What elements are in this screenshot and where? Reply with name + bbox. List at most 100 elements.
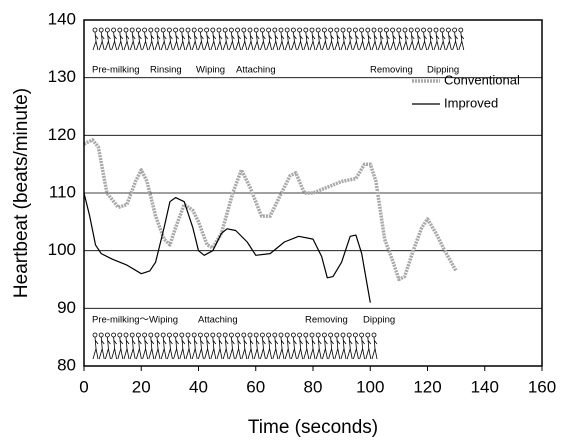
stick-figure (154, 27, 161, 51)
figure-body (241, 31, 248, 51)
stick-figure (390, 27, 396, 51)
stick-figure (117, 27, 124, 51)
figure-body (105, 31, 111, 51)
stick-figure (235, 332, 241, 360)
figure-body (241, 336, 248, 360)
stick-figure (321, 27, 328, 51)
stick-figure (371, 27, 378, 51)
y-tick-label: 80 (57, 355, 76, 374)
figure-body (229, 31, 235, 51)
stick-figure (284, 27, 291, 51)
figure-body (142, 336, 148, 360)
figure-body (154, 336, 161, 360)
stick-figure (117, 332, 124, 360)
stick-figure (359, 332, 365, 360)
figure-body (148, 336, 155, 360)
phase-label: Removing (305, 315, 348, 326)
stick-figure (148, 332, 155, 360)
figure-body (297, 31, 303, 51)
stick-figure (185, 27, 192, 51)
figure-body (303, 31, 310, 51)
stick-figure (340, 332, 347, 360)
figure-body (235, 31, 241, 51)
figure-body (185, 336, 192, 360)
stick-figure (377, 27, 384, 51)
figure-body (142, 31, 148, 51)
figure-body (111, 31, 117, 51)
stick-figure (303, 27, 310, 51)
x-tick-label: 20 (132, 377, 151, 396)
legend-label: Conventional (444, 72, 520, 87)
stick-figure (197, 27, 204, 51)
figure-body (297, 336, 303, 360)
figure-body (260, 336, 266, 360)
figure-body (229, 336, 235, 360)
figure-body (328, 336, 334, 360)
figure-body (396, 31, 403, 51)
figure-body (253, 336, 260, 360)
stick-figure (272, 332, 279, 360)
figure-body (235, 336, 241, 360)
stick-figure (297, 27, 303, 51)
stick-figure (383, 27, 390, 51)
figure-body (309, 336, 316, 360)
stick-figure (334, 27, 341, 51)
figure-body (136, 336, 142, 360)
stick-figure (235, 27, 241, 51)
stick-figure (105, 332, 111, 360)
figure-body (408, 31, 415, 51)
stick-figure (135, 332, 142, 360)
stick-figure (185, 332, 192, 360)
stick-figure (334, 332, 341, 360)
stick-figure (452, 27, 458, 51)
figure-body (123, 31, 130, 51)
figure-body (179, 336, 186, 360)
stick-figure (284, 332, 291, 360)
stick-figure (365, 332, 372, 360)
stick-figure (129, 332, 136, 360)
x-tick-label: 0 (79, 377, 88, 396)
stick-figure (191, 27, 198, 51)
stick-figure (433, 27, 440, 51)
phase-label: Rinsing (150, 65, 182, 76)
stick-figure (328, 332, 334, 360)
stick-figure (222, 332, 229, 360)
figure-body (340, 336, 347, 360)
y-tick-label: 110 (49, 182, 76, 201)
figure-body (365, 31, 372, 51)
stick-figure (253, 27, 260, 51)
figure-body (204, 31, 210, 51)
figure-body (371, 336, 378, 360)
figure-body (371, 31, 378, 51)
figure-body (204, 336, 210, 360)
phase-label: Attaching (198, 315, 238, 326)
figure-body (173, 31, 179, 51)
figures (92, 27, 465, 360)
phase-label: Pre-milking (92, 65, 140, 76)
x-tick-label: 140 (471, 377, 499, 396)
figure-body (247, 31, 254, 51)
figure-body (415, 31, 421, 51)
figure-body (111, 336, 117, 360)
stick-figure (123, 332, 130, 360)
stick-figure (402, 27, 409, 51)
stick-figure (328, 27, 334, 51)
stick-figure (166, 332, 173, 360)
stick-figure (142, 332, 148, 360)
figure-body (439, 31, 446, 51)
figure-body (191, 31, 198, 51)
stick-figure (92, 27, 99, 51)
stick-figure (173, 27, 179, 51)
legend-label: Improved (444, 95, 498, 110)
stick-figure (290, 27, 297, 51)
phase-label: Attaching (236, 65, 276, 76)
y-tick-label: 120 (48, 125, 76, 144)
figure-body (334, 336, 341, 360)
figure-body (291, 31, 297, 51)
y-tick-label: 90 (57, 298, 76, 317)
figure-body (210, 336, 217, 360)
figure-body (247, 336, 254, 360)
figure-body (346, 31, 353, 51)
figure-body (427, 31, 434, 51)
figure-body (185, 31, 192, 51)
